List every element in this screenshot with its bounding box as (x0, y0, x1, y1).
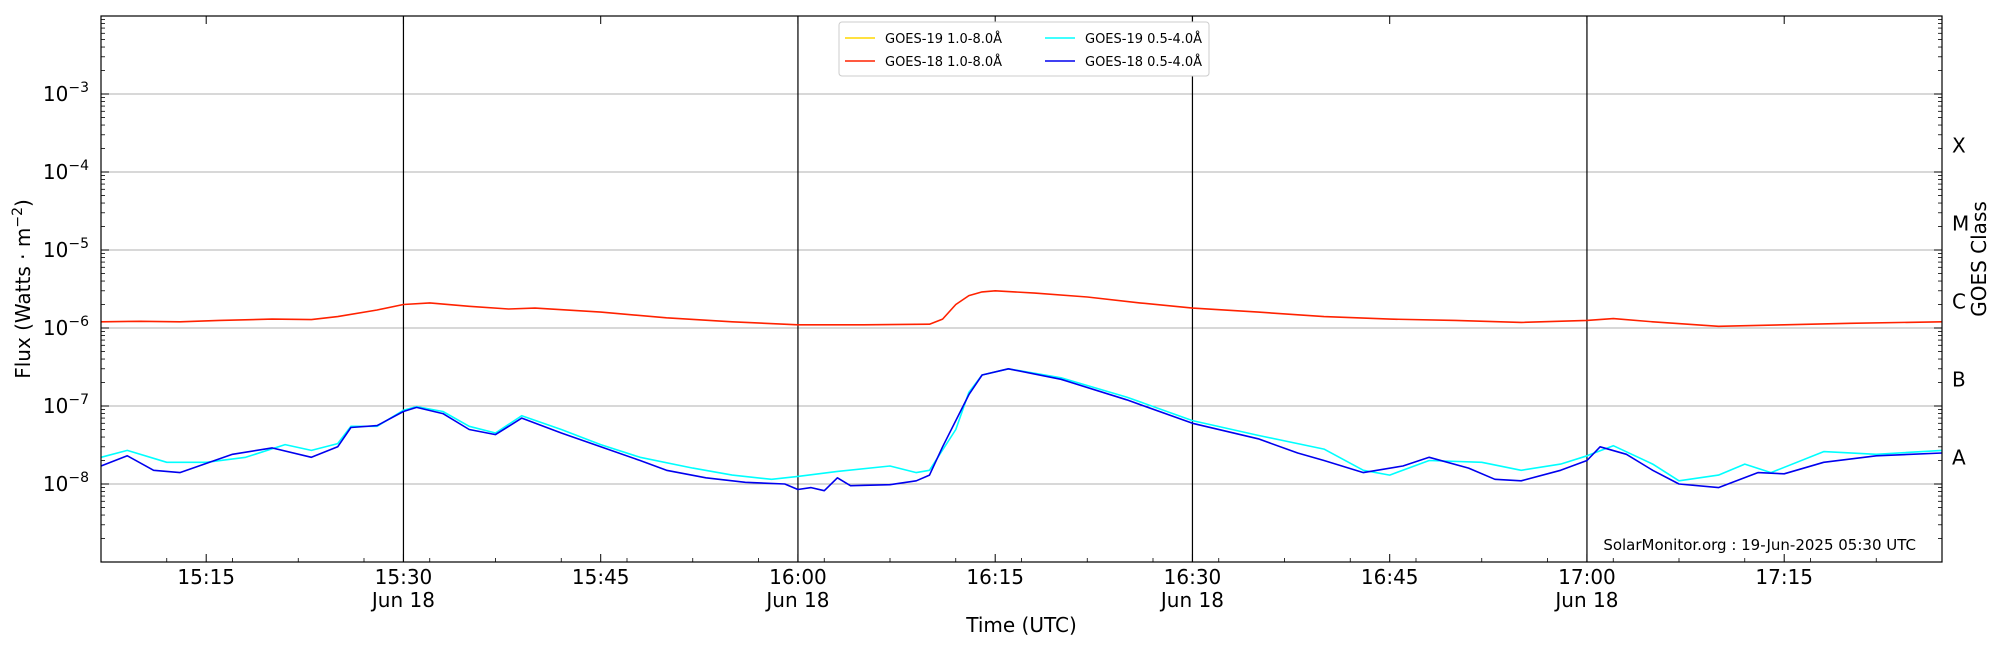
series-line (100, 368, 1943, 492)
y-tick-label: 10−8 (43, 470, 89, 496)
x-tick-label: 15:15 (177, 565, 235, 589)
goes-class-axis-label: GOES Class (1967, 201, 1991, 317)
y-tick-exponent: −4 (68, 158, 89, 174)
y-tick-label: 10−5 (43, 236, 89, 262)
legend: GOES-19 1.0-8.0Å GOES-19 0.5-4.0Å GOES-18 … (838, 21, 1210, 77)
legend-label: GOES-19 0.5-4.0Å (1085, 31, 1202, 47)
goes-class-label: C (1952, 289, 1966, 313)
watermark-text: SolarMonitor.org : 19-Jun-2025 05:30 UTC (1603, 536, 1916, 554)
x-tick-label: 16:15 (966, 565, 1024, 589)
y-tick-exponent: −5 (68, 236, 89, 252)
x-tick-label: 16:45 (1361, 565, 1419, 589)
goes-class-label: A (1952, 445, 1966, 469)
x-tick-label: 17:00 (1558, 565, 1616, 589)
goes-class-label: B (1952, 367, 1966, 391)
legend-label: GOES-18 0.5-4.0Å (1085, 54, 1202, 70)
x-tick-sublabel: Jun 18 (1159, 588, 1224, 612)
x-tick-label: 17:15 (1755, 565, 1813, 589)
y-tick-base: 10 (43, 394, 68, 418)
goes-class-labels: A B C M X (1952, 133, 1969, 469)
y-axis-label: Flux (Watts · m−2) (10, 199, 35, 379)
y-tick-base: 10 (43, 160, 68, 184)
time-markers (402, 16, 1588, 562)
y-tick-exponent: −7 (68, 392, 89, 408)
y-axis-ticks: 10−810−710−610−510−410−3 (43, 19, 1942, 539)
y-tick-base: 10 (43, 472, 68, 496)
x-tick-label: 16:30 (1164, 565, 1222, 589)
goes-class-label: X (1952, 133, 1966, 157)
x-tick-label: 16:00 (769, 565, 827, 589)
x-tick-label: 15:45 (572, 565, 630, 589)
y-tick-base: 10 (43, 238, 68, 262)
y-axis-label-main: Flux (Watts · m (11, 228, 35, 379)
goes-class-label: M (1952, 211, 1969, 235)
legend-box (838, 21, 1210, 77)
x-tick-label: 15:30 (375, 565, 433, 589)
series-lines (100, 290, 1943, 492)
x-axis-label: Time (UTC) (965, 613, 1077, 637)
y-tick-label: 10−3 (43, 80, 89, 106)
legend-label: GOES-18 1.0-8.0Å (885, 54, 1002, 70)
y-tick-label: 10−4 (43, 158, 89, 184)
x-tick-sublabel: Jun 18 (1553, 588, 1618, 612)
x-tick-sublabel: Jun 18 (764, 588, 829, 612)
y-tick-label: 10−6 (43, 314, 89, 340)
y-axis-label-exponent: −2 (10, 207, 26, 228)
y-tick-exponent: −6 (68, 314, 89, 330)
y-tick-base: 10 (43, 82, 68, 106)
grid-lines (101, 93, 1942, 485)
y-axis-label-close: ) (11, 199, 35, 207)
y-tick-exponent: −3 (68, 80, 89, 96)
series-line (100, 290, 1943, 328)
legend-label: GOES-19 1.0-8.0Å (885, 31, 1002, 47)
y-tick-exponent: −8 (68, 470, 89, 486)
y-tick-base: 10 (43, 316, 68, 340)
x-tick-sublabel: Jun 18 (370, 588, 435, 612)
y-tick-label: 10−7 (43, 392, 89, 418)
